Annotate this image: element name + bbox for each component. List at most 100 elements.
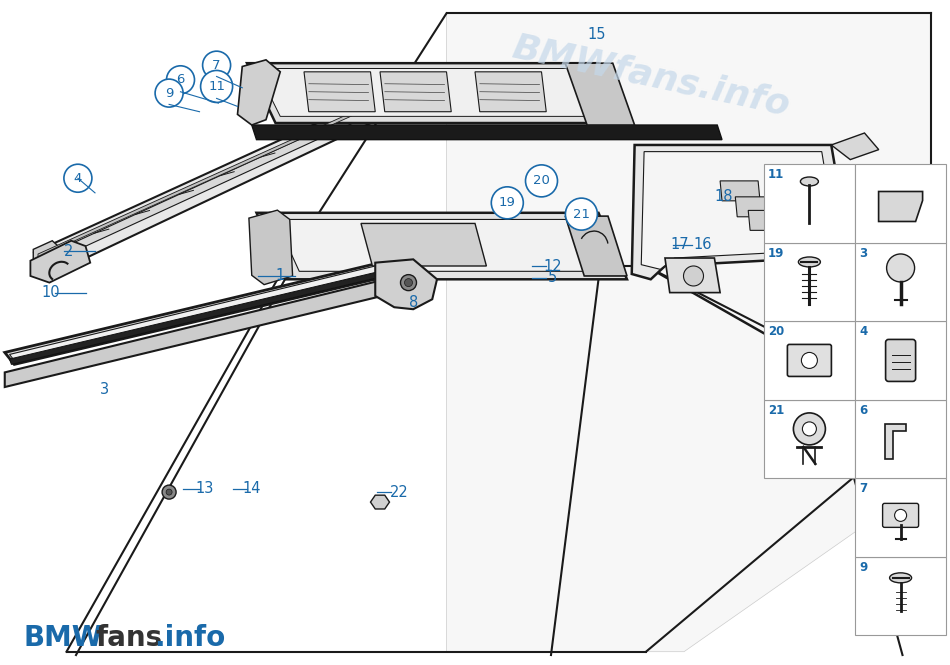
Circle shape	[166, 489, 172, 495]
FancyBboxPatch shape	[855, 478, 946, 557]
Circle shape	[525, 165, 558, 197]
Circle shape	[793, 413, 826, 445]
Ellipse shape	[889, 573, 912, 583]
Text: 4: 4	[859, 325, 867, 338]
Text: 11: 11	[208, 80, 225, 93]
Polygon shape	[5, 263, 408, 364]
Polygon shape	[665, 258, 720, 293]
FancyBboxPatch shape	[855, 164, 946, 243]
Circle shape	[886, 254, 915, 282]
Text: 6: 6	[177, 73, 184, 86]
Polygon shape	[370, 495, 389, 509]
FancyBboxPatch shape	[788, 344, 831, 376]
Text: 9: 9	[165, 86, 173, 100]
Circle shape	[64, 164, 92, 192]
Polygon shape	[276, 219, 613, 271]
Polygon shape	[446, 13, 931, 652]
Text: 9: 9	[859, 561, 867, 574]
Ellipse shape	[801, 177, 818, 186]
Polygon shape	[475, 72, 546, 112]
Text: 22: 22	[390, 485, 408, 499]
Circle shape	[401, 275, 416, 291]
Text: 17: 17	[670, 237, 689, 252]
FancyBboxPatch shape	[764, 164, 855, 243]
Text: 5: 5	[548, 271, 558, 285]
Polygon shape	[831, 133, 879, 160]
Polygon shape	[5, 276, 418, 387]
Polygon shape	[10, 266, 389, 360]
Polygon shape	[632, 145, 850, 279]
Text: 3: 3	[100, 382, 109, 396]
Polygon shape	[33, 103, 399, 263]
Text: 12: 12	[543, 259, 562, 273]
Text: 3: 3	[859, 247, 867, 260]
Text: 21: 21	[573, 207, 590, 221]
Polygon shape	[247, 63, 627, 123]
Text: 20: 20	[533, 174, 550, 188]
Text: .info: .info	[154, 624, 225, 652]
FancyBboxPatch shape	[855, 243, 946, 321]
FancyBboxPatch shape	[883, 503, 919, 527]
Circle shape	[162, 485, 176, 499]
Polygon shape	[884, 424, 905, 459]
Text: 2: 2	[64, 244, 73, 259]
Polygon shape	[48, 111, 370, 259]
Polygon shape	[33, 241, 71, 268]
Text: BMW: BMW	[24, 624, 104, 652]
Polygon shape	[249, 210, 293, 285]
Text: 21: 21	[768, 404, 784, 417]
Text: 4: 4	[74, 172, 82, 185]
Polygon shape	[38, 108, 361, 257]
Circle shape	[405, 279, 412, 287]
Polygon shape	[30, 241, 90, 283]
FancyBboxPatch shape	[855, 557, 946, 635]
Ellipse shape	[798, 257, 821, 267]
Circle shape	[683, 266, 704, 286]
FancyBboxPatch shape	[885, 339, 916, 382]
FancyBboxPatch shape	[764, 321, 855, 400]
Text: 8: 8	[408, 295, 418, 310]
Polygon shape	[238, 60, 280, 125]
Polygon shape	[256, 68, 613, 116]
FancyBboxPatch shape	[855, 321, 946, 400]
Text: 19: 19	[499, 196, 516, 209]
Circle shape	[895, 509, 906, 521]
Text: 1: 1	[276, 269, 285, 283]
Polygon shape	[256, 213, 627, 279]
Text: fans: fans	[95, 624, 162, 652]
Text: BMWfans.info: BMWfans.info	[508, 31, 793, 122]
Polygon shape	[565, 63, 635, 125]
Text: 13: 13	[195, 481, 214, 496]
Text: 18: 18	[714, 189, 733, 203]
Text: 19: 19	[768, 247, 784, 260]
Circle shape	[166, 66, 195, 94]
FancyBboxPatch shape	[764, 243, 855, 321]
Polygon shape	[565, 216, 627, 276]
Circle shape	[802, 352, 817, 368]
Polygon shape	[304, 72, 375, 112]
Text: 7: 7	[859, 482, 867, 495]
Polygon shape	[380, 72, 451, 112]
FancyBboxPatch shape	[764, 400, 855, 478]
FancyBboxPatch shape	[855, 400, 946, 478]
Polygon shape	[879, 192, 922, 221]
Text: 20: 20	[768, 325, 784, 338]
Circle shape	[803, 422, 816, 436]
Circle shape	[155, 79, 183, 107]
Text: 10: 10	[41, 285, 60, 300]
Polygon shape	[749, 210, 788, 230]
Circle shape	[202, 51, 231, 79]
Text: 6: 6	[859, 404, 867, 417]
Polygon shape	[252, 125, 722, 140]
Text: 7: 7	[213, 59, 220, 72]
Polygon shape	[361, 223, 486, 266]
Text: 14: 14	[242, 481, 261, 496]
Polygon shape	[720, 181, 760, 201]
Circle shape	[491, 187, 523, 219]
Text: 11: 11	[768, 168, 784, 182]
Polygon shape	[10, 271, 385, 364]
Circle shape	[565, 198, 598, 230]
Polygon shape	[735, 197, 775, 217]
Circle shape	[200, 70, 233, 102]
Text: 16: 16	[694, 237, 712, 252]
